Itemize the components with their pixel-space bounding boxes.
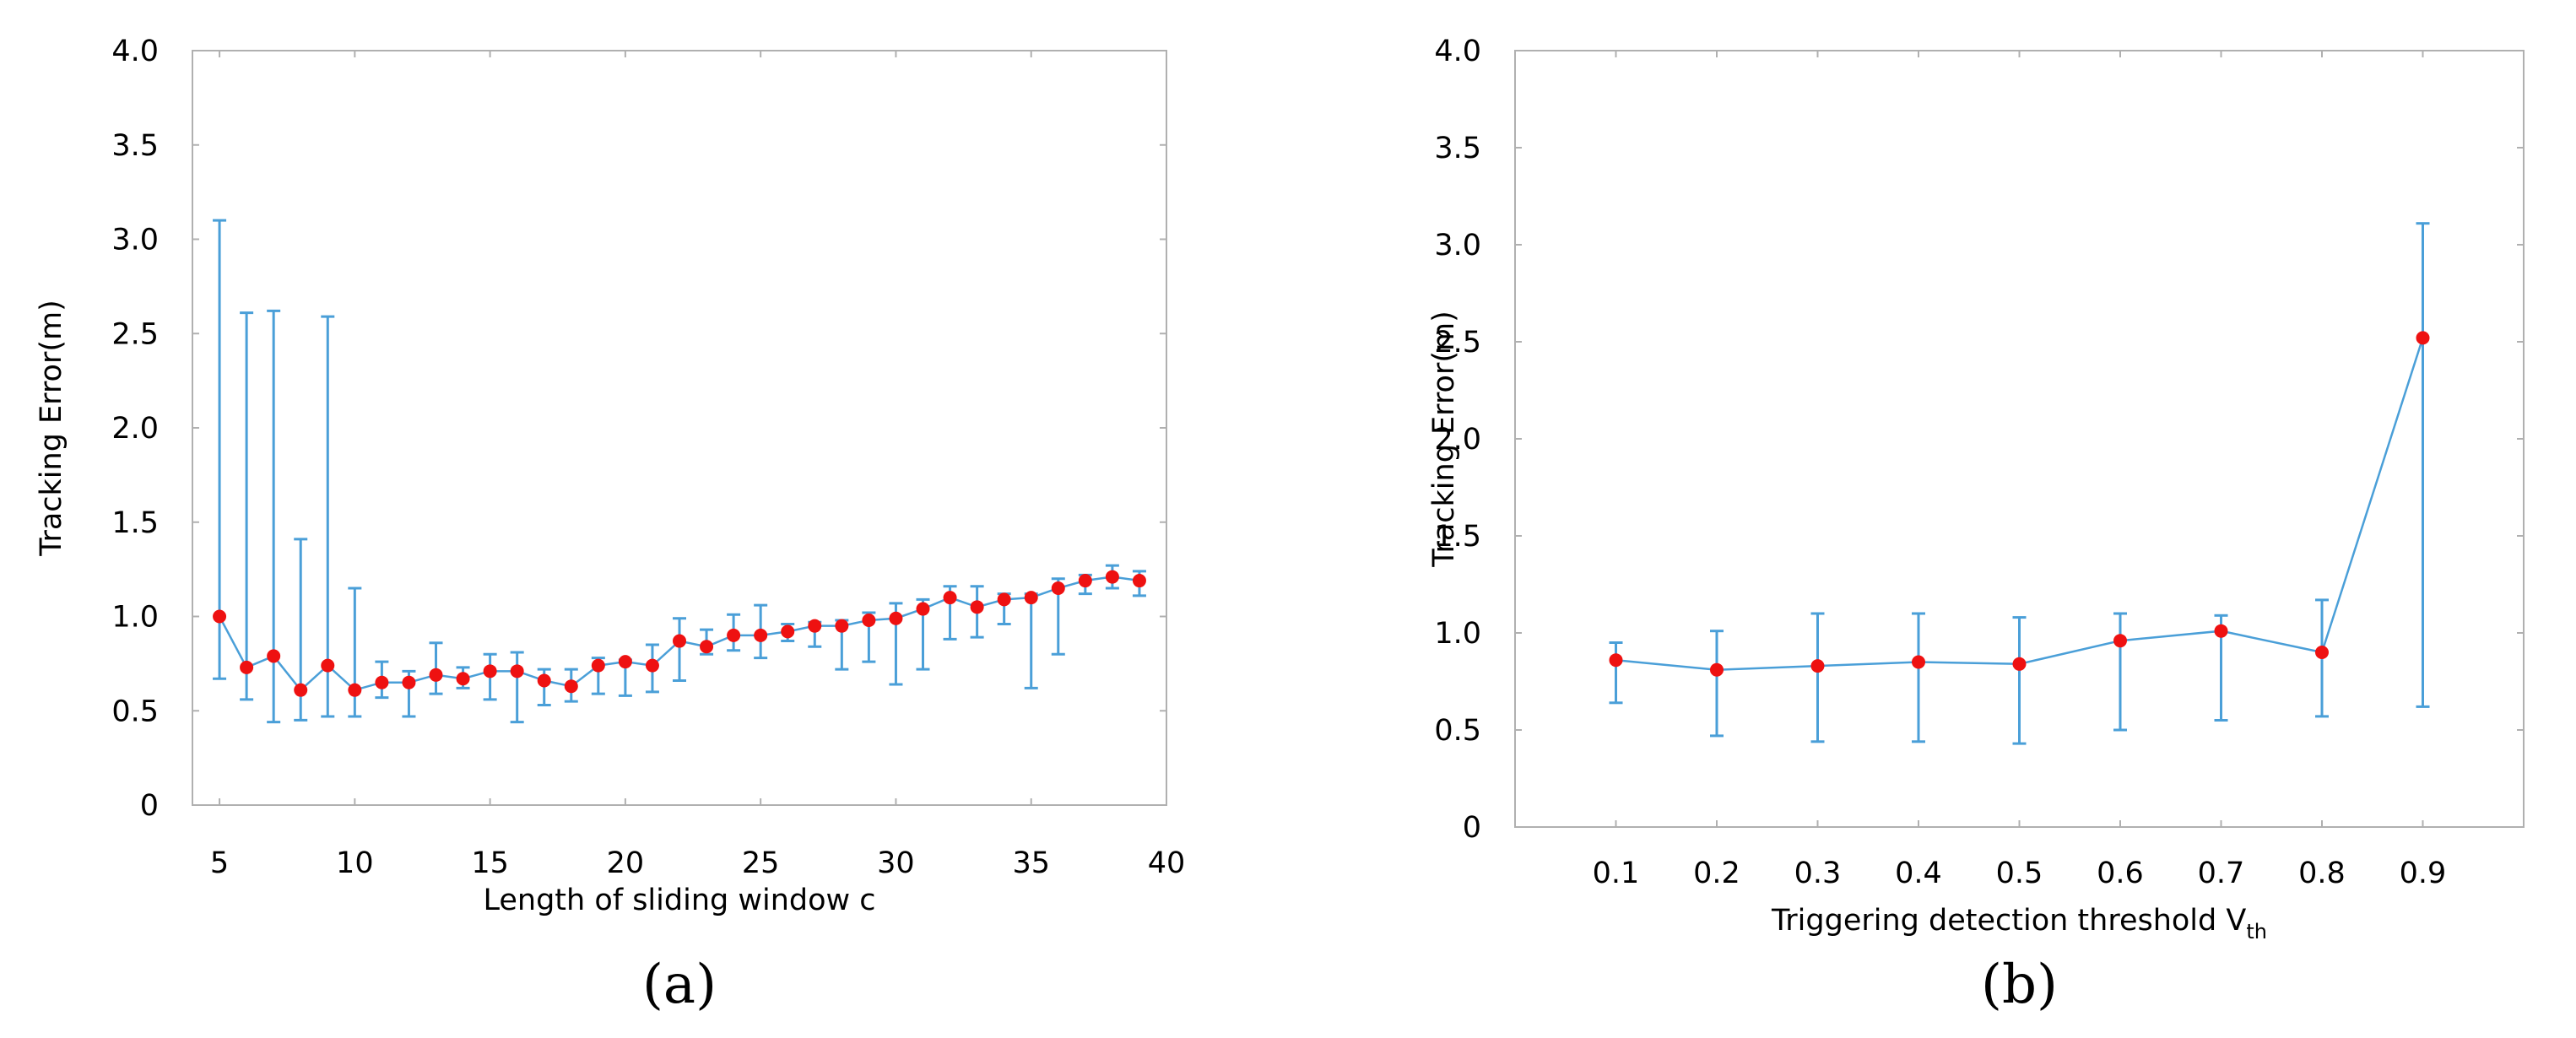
data-point xyxy=(240,660,254,674)
y-tick-label: 2.0 xyxy=(1434,423,1481,457)
y-axis-label: Tracking Error(m) xyxy=(35,300,68,557)
x-tick-label: 0.9 xyxy=(2400,857,2447,890)
data-point xyxy=(700,640,714,654)
y-axis-label: Tracking Error(m) xyxy=(1427,311,1461,568)
y-tick-label: 0.5 xyxy=(111,695,159,728)
x-tick-label: 30 xyxy=(877,846,915,880)
y-tick-label: 2.5 xyxy=(1434,326,1481,360)
x-tick-label: 5 xyxy=(210,846,229,880)
data-point xyxy=(1024,591,1038,605)
data-point xyxy=(537,673,551,688)
y-tick-label: 3.0 xyxy=(1434,229,1481,262)
y-tick-label: 2.5 xyxy=(111,317,159,351)
x-tick-label: 0.6 xyxy=(2097,857,2144,890)
y-tick-label: 4.0 xyxy=(1434,35,1481,68)
data-point xyxy=(1710,662,1724,677)
data-point xyxy=(2416,331,2430,345)
data-point xyxy=(618,655,632,669)
y-tick-label: 1.0 xyxy=(111,601,159,635)
data-point xyxy=(835,619,849,633)
y-tick-label: 3.5 xyxy=(111,129,159,163)
plot-frame-a xyxy=(192,50,1167,806)
x-tick-label: 35 xyxy=(1012,846,1050,880)
x-axis-label: Triggering detection threshold Vth xyxy=(1771,904,2267,943)
x-tick-label: 0.7 xyxy=(2198,857,2245,890)
panel-label-a: (a) xyxy=(642,954,717,1016)
y-tick-label: 0 xyxy=(1463,811,1481,845)
data-point xyxy=(862,613,876,627)
data-point xyxy=(348,683,362,697)
panel-a-chart: 0 0.5 1.0 1.5 2.0 2.5 3.0 3.5 4.0 5 10 15 20 25 30 35 40… xyxy=(35,35,1185,1016)
data-point xyxy=(808,619,822,633)
y-tick-label: 3.5 xyxy=(1434,132,1481,165)
y-tick-label: 1.5 xyxy=(1434,520,1481,554)
x-tick-label: 40 xyxy=(1148,846,1186,880)
x-axis-label: Length of sliding window c xyxy=(483,884,875,917)
data-point xyxy=(916,602,930,616)
y-tick-label: 4.0 xyxy=(111,35,159,68)
data-point xyxy=(1051,581,1065,595)
y-tick-label: 3.0 xyxy=(111,224,159,257)
y-tick-label: 2.0 xyxy=(111,412,159,446)
data-point xyxy=(1105,570,1119,584)
data-point xyxy=(997,592,1011,607)
x-tick-label: 0.8 xyxy=(2298,857,2346,890)
y-tick-label: 1.0 xyxy=(1434,617,1481,651)
x-tick-label: 25 xyxy=(742,846,780,880)
x-tick-label: 15 xyxy=(471,846,509,880)
data-point xyxy=(1912,655,1925,669)
y-tick-label: 0 xyxy=(140,789,159,823)
data-point xyxy=(673,634,686,648)
data-point xyxy=(1810,659,1825,673)
x-tick-label: 0.1 xyxy=(1593,857,1640,890)
data-point xyxy=(2315,646,2329,659)
panel-b-chart: 0 0.5 1.0 1.5 2.0 2.5 3.0 3.5 4.0 0.1 0.2 0.3 0.4 0.5… xyxy=(1427,35,2525,1016)
data-point xyxy=(727,628,741,642)
data-point xyxy=(213,609,227,624)
data-point xyxy=(645,658,659,673)
data-point xyxy=(2214,624,2228,638)
data-point xyxy=(456,672,470,686)
data-point xyxy=(1078,574,1092,588)
data-point xyxy=(564,679,578,694)
data-point xyxy=(294,683,308,697)
data-point xyxy=(267,649,281,663)
data-point xyxy=(1609,653,1623,668)
data-point xyxy=(1132,574,1146,588)
data-point xyxy=(2113,634,2127,648)
x-tick-label: 10 xyxy=(336,846,374,880)
data-point xyxy=(943,591,957,605)
data-point xyxy=(889,611,903,625)
data-point xyxy=(429,668,443,682)
x-tick-label: 20 xyxy=(607,846,645,880)
x-tick-label: 0.2 xyxy=(1693,857,1740,890)
x-tick-label: 0.5 xyxy=(1996,857,2043,890)
x-tick-label: 0.4 xyxy=(1895,857,1942,890)
data-point xyxy=(754,628,768,642)
y-tick-label: 0.5 xyxy=(1434,714,1481,748)
data-point xyxy=(781,624,795,639)
data-point xyxy=(375,675,389,689)
y-tick-label: 1.5 xyxy=(111,506,159,540)
data-point xyxy=(402,675,416,689)
panel-label-b: (b) xyxy=(1981,954,2058,1016)
data-point xyxy=(970,600,984,614)
data-point xyxy=(2012,657,2027,671)
x-tick-label: 0.3 xyxy=(1794,857,1842,890)
data-point xyxy=(321,658,335,673)
data-point xyxy=(483,664,497,678)
data-point xyxy=(591,658,605,673)
data-point xyxy=(510,664,524,678)
